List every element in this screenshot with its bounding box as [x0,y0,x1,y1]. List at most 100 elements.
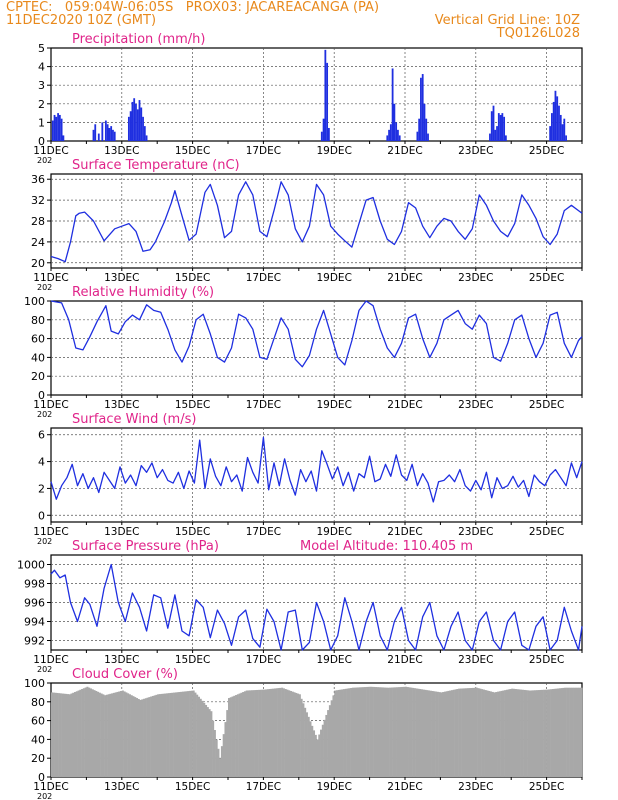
x-tick-label: 21DEC [387,272,422,284]
cloud-bar [350,687,353,777]
cloud-bar [251,690,254,777]
cloud-bar [534,690,537,777]
precip-bar [565,135,567,141]
cloud-bar [224,722,227,777]
cloud-bar [461,688,464,777]
cloud-bar [61,693,64,777]
cloud-bar [236,694,239,777]
precip-bar [492,105,495,141]
cloud-bar [555,688,558,777]
y-tick-label: 40 [31,351,45,364]
precip-bar [133,98,136,141]
cloud-bar [270,688,273,777]
cloud-bar [100,693,103,777]
cloud-bar [59,693,62,777]
x-tick-label: 19DEC [316,399,351,411]
series-line [50,563,583,651]
precip-bar [393,103,396,141]
cloud-bar [488,690,491,777]
panel-frame [50,427,583,523]
cloud-bar [344,688,347,777]
cloud-bar [238,693,241,777]
precip-bar [145,135,148,141]
header-grid-note: Vertical Grid Line: 10Z [434,13,580,28]
precip-bar [504,135,507,141]
cloud-bar [309,721,312,777]
x-tick-label: 11DEC [33,145,68,157]
cloud-bar [203,702,206,777]
cloud-bar [525,690,528,777]
series-line [50,181,583,263]
cloud-bar [415,688,418,777]
cloud-bar [268,689,271,777]
cloud-bar [70,693,73,777]
cloud-bar [373,686,376,777]
cloud-bar [509,689,512,777]
precip-bar [503,116,506,141]
x-tick-label: 19DEC [316,272,351,284]
precip-bar [143,126,146,141]
cloud-bar [213,730,216,777]
cloud-bar [316,739,319,777]
x-tick-label: 23DEC [458,781,493,793]
cloud-bar [265,689,268,777]
cloud-bar [107,694,110,777]
x-tick-label: 19DEC [316,526,351,538]
precip-bar [62,135,65,141]
precip-bar [418,118,421,141]
x-tick-label: 17DEC [246,526,281,538]
cloud-bar [288,690,291,777]
cloud-bar [548,689,551,777]
x-tick-label: 25DEC [529,272,564,284]
cloud-bar [151,695,154,777]
cloud-bar [116,691,119,777]
cloud-bar [300,698,303,777]
precip-bar [556,96,559,141]
precip-bar [110,126,113,141]
cloud-bar [256,689,259,777]
cloud-bar [199,698,202,777]
precip-bar [327,127,330,141]
precip-bar [425,118,428,141]
cloud-bar [527,690,530,777]
cloud-bar [189,690,192,777]
y-tick-label: 992 [24,635,45,648]
cloud-bar [121,690,124,777]
cloud-bar [233,695,236,777]
chart-panel-0: 0 1 2 3 4 5 11DEC 13DEC 15DEC 17DEC 19DEC 21DEC 23DE… [33,32,583,165]
precip-bar [489,133,491,141]
cloud-bar [139,699,142,777]
cloud-bar [435,691,438,777]
cloud-bar [578,687,581,777]
cloud-bar [468,688,471,777]
cloud-bar [436,691,439,777]
x-tick-label: 17DEC [246,654,281,666]
cloud-bar [449,690,452,777]
x-tick-label: 11DEC [33,399,68,411]
precip-bar [386,135,389,141]
cloud-bar [54,692,57,777]
cloud-bar [314,734,317,777]
x-tick-label: 23DEC [458,145,493,157]
precip-bar [55,116,58,141]
y-tick-label: 36 [31,173,45,186]
cloud-bar [56,692,59,777]
cloud-bar [243,691,246,777]
cloud-bar [77,690,80,777]
cloud-bar [323,719,326,777]
cloud-bar [560,688,563,777]
series-line [50,300,583,368]
cloud-bar [212,720,215,777]
precip-bar [398,135,401,141]
cloud-bar [279,687,282,777]
x-tick-label: 17DEC [246,781,281,793]
cloud-bar [486,690,489,777]
cloud-bar [63,693,66,777]
y-tick-label: 5 [38,42,45,55]
cloud-bar [401,686,404,777]
cloud-bar [489,691,493,777]
x-tick-label: 17DEC [246,399,281,411]
cloud-bar [155,694,158,777]
y-tick-label: 998 [24,578,45,591]
